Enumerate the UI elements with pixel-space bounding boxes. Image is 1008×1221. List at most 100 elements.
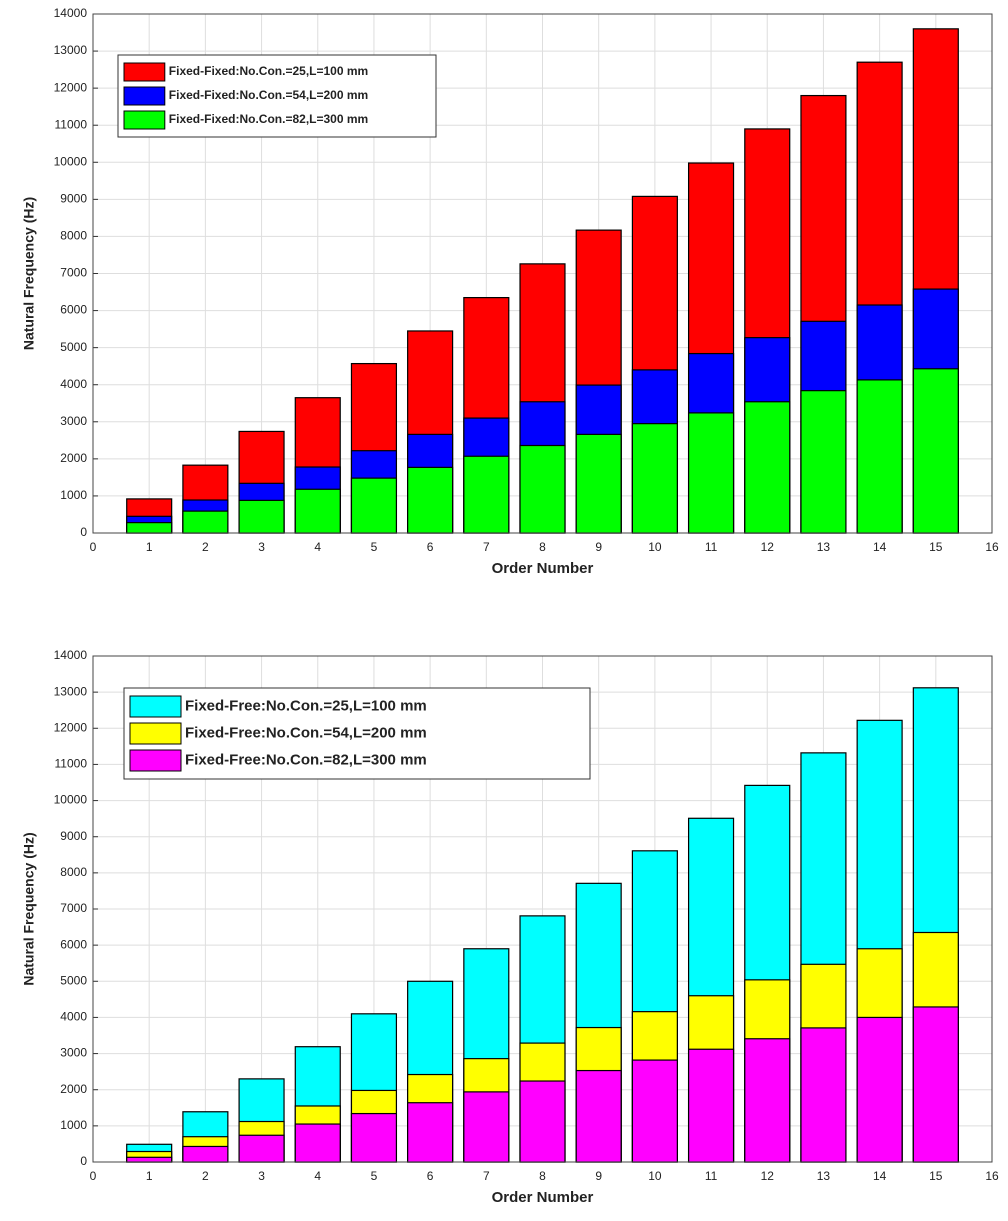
- x-tick-label: 7: [483, 1169, 490, 1183]
- legend-swatch: [123, 110, 166, 130]
- y-tick-label: 3000: [60, 414, 87, 428]
- legend-label: Fixed-Fixed:No.Con.=25,L=100 mm: [169, 64, 368, 78]
- legend-label: Fixed-Fixed:No.Con.=82,L=300 mm: [169, 112, 368, 126]
- bar: [856, 1016, 903, 1163]
- legend-label: Fixed-Free:No.Con.=25,L=100 mm: [185, 697, 427, 714]
- bar: [294, 1123, 341, 1163]
- legend-box: [123, 687, 591, 780]
- x-tick-label: 1: [146, 1169, 153, 1183]
- x-tick-label: 7: [483, 540, 490, 554]
- x-tick-label: 1: [146, 540, 153, 554]
- bar: [912, 1006, 959, 1163]
- y-tick-label: 0: [80, 525, 87, 539]
- bar: [294, 488, 341, 534]
- x-tick-label: 3: [258, 1169, 265, 1183]
- legend-swatch: [129, 722, 182, 745]
- legend-swatch: [123, 62, 166, 82]
- bar: [800, 390, 847, 534]
- x-tick-label: 15: [929, 1169, 943, 1183]
- y-tick-label: 14000: [54, 648, 88, 662]
- y-tick-label: 12000: [54, 720, 88, 734]
- legend-label: Fixed-Fixed:No.Con.=54,L=200 mm: [169, 88, 368, 102]
- y-tick-label: 10000: [54, 793, 88, 807]
- bar: [687, 1048, 735, 1163]
- bar: [519, 1080, 566, 1163]
- y-tick-label: 13000: [54, 43, 88, 57]
- y-tick-label: 13000: [54, 684, 88, 698]
- bar: [463, 1091, 510, 1163]
- bar: [575, 433, 622, 534]
- bar: [238, 1134, 285, 1163]
- y-axis-label: Natural Frequency (Hz): [21, 832, 37, 985]
- y-tick-label: 8000: [60, 865, 87, 879]
- x-tick-label: 12: [761, 540, 775, 554]
- x-tick-label: 10: [648, 1169, 662, 1183]
- y-tick-label: 5000: [60, 973, 87, 987]
- x-tick-label: 4: [314, 540, 321, 554]
- x-tick-label: 14: [873, 1169, 887, 1183]
- legend-swatch: [129, 695, 182, 718]
- x-tick-label: 8: [539, 1169, 546, 1183]
- axes-frame: [92, 13, 993, 534]
- bar: [800, 1027, 847, 1163]
- bar: [238, 499, 285, 534]
- x-tick-label: 13: [817, 1169, 831, 1183]
- x-tick-label: 14: [873, 540, 887, 554]
- y-tick-label: 3000: [60, 1046, 87, 1060]
- x-tick-label: 0: [90, 1169, 97, 1183]
- bar: [182, 1145, 229, 1163]
- y-tick-label: 8000: [60, 229, 87, 243]
- x-tick-label: 5: [371, 540, 378, 554]
- y-tick-label: 7000: [60, 901, 87, 915]
- bar: [631, 1059, 678, 1163]
- x-tick-label: 0: [90, 540, 97, 554]
- bar: [407, 466, 454, 534]
- legend-label: Fixed-Free:No.Con.=54,L=200 mm: [185, 724, 427, 741]
- x-tick-label: 13: [817, 540, 831, 554]
- bar: [856, 379, 903, 534]
- y-tick-label: 14000: [54, 6, 88, 20]
- x-axis-label: Order Number: [492, 1189, 594, 1206]
- y-tick-label: 6000: [60, 303, 87, 317]
- x-tick-label: 2: [202, 540, 209, 554]
- x-tick-label: 16: [985, 540, 999, 554]
- y-tick-label: 6000: [60, 937, 87, 951]
- y-tick-label: 5000: [60, 340, 87, 354]
- y-tick-label: 9000: [60, 192, 87, 206]
- y-tick-label: 7000: [60, 266, 87, 280]
- y-tick-label: 0: [80, 1154, 87, 1168]
- bar: [575, 1069, 622, 1163]
- y-tick-label: 4000: [60, 1010, 87, 1024]
- legend-swatch: [123, 86, 166, 106]
- y-tick-label: 10000: [54, 154, 88, 168]
- x-tick-label: 12: [761, 1169, 775, 1183]
- x-tick-label: 11: [705, 1169, 718, 1183]
- bar: [519, 444, 566, 534]
- bar: [687, 412, 735, 534]
- bar: [126, 1156, 173, 1163]
- legend-label: Fixed-Free:No.Con.=82,L=300 mm: [185, 751, 427, 768]
- x-axis-label: Order Number: [492, 560, 594, 577]
- x-tick-label: 6: [427, 1169, 434, 1183]
- x-tick-label: 5: [371, 1169, 378, 1183]
- y-axis-label: Natural Frequency (Hz): [21, 197, 37, 350]
- x-tick-label: 4: [314, 1169, 321, 1183]
- x-tick-label: 8: [539, 540, 546, 554]
- bar: [182, 510, 229, 534]
- legend-box: [117, 54, 437, 138]
- y-tick-label: 9000: [60, 829, 87, 843]
- bar: [744, 401, 791, 534]
- y-tick-label: 2000: [60, 1082, 87, 1096]
- bar: [912, 368, 959, 534]
- bar: [463, 455, 510, 534]
- y-tick-label: 12000: [54, 80, 88, 94]
- x-tick-label: 11: [705, 540, 718, 554]
- x-tick-label: 9: [595, 540, 602, 554]
- bar: [631, 423, 678, 534]
- bar: [744, 1038, 791, 1163]
- bar: [126, 522, 173, 534]
- legend-swatch: [129, 749, 182, 772]
- x-tick-label: 3: [258, 540, 265, 554]
- bar: [350, 477, 398, 534]
